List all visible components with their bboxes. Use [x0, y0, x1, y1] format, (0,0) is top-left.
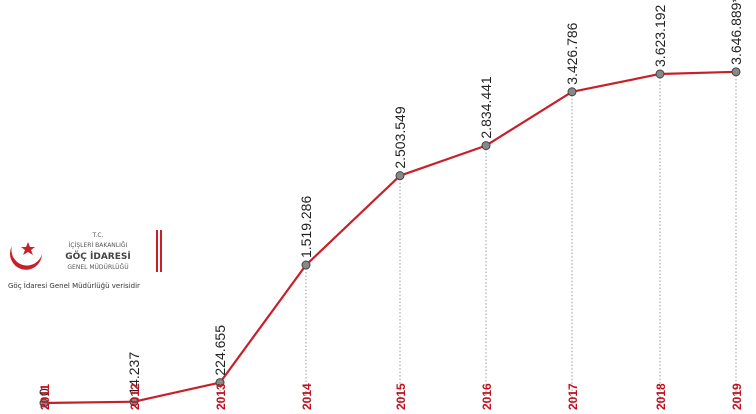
year-label-2015: 2015: [394, 383, 408, 410]
data-markers: [39, 67, 741, 408]
year-label-2018: 2018: [654, 383, 668, 410]
value-label-2018: 3.623.192: [652, 4, 668, 66]
year-label-2016: 2016: [480, 383, 494, 410]
value-label-2012: 14.237: [126, 352, 142, 395]
data-point-2019: [731, 67, 741, 77]
value-label-2014: 1.519.286: [298, 196, 314, 258]
source-note: Göç İdaresi Genel Müdürlüğü verisidir: [8, 281, 140, 290]
data-point-2014: [301, 260, 311, 270]
year-label-2014: 2014: [300, 383, 314, 410]
crescent-star-icon: [10, 242, 42, 270]
data-point-2017: [567, 87, 577, 97]
data-point-2012: [129, 397, 139, 407]
data-point-2015: [395, 171, 405, 181]
logo-general: GENEL MÜDÜRLÜĞÜ: [67, 264, 128, 271]
value-label-2013: 224.655: [212, 325, 228, 376]
goc-idaresi-logo: T.C. İÇİŞLERİ BAKANLIĞI GÖÇ İDARESİ GENE…: [8, 230, 162, 290]
value-label-2016: 2.834.441: [478, 76, 494, 138]
value-label-2011: 0: [36, 388, 52, 396]
data-point-2013: [215, 378, 225, 388]
value-label-2015: 2.503.549: [392, 106, 408, 168]
logo-bar-2: [160, 230, 162, 272]
year-label-2013: 2013: [214, 383, 228, 410]
data-point-2018: [655, 69, 665, 79]
data-point-2011: [39, 398, 49, 408]
value-label-2017: 3.426.786: [564, 22, 580, 84]
year-labels: 2011 2012 2013 2014 2015 2016 2017 2018 2019: [38, 383, 744, 410]
logo-ministry: İÇİŞLERİ BAKANLIĞI: [69, 242, 128, 249]
data-point-2016: [481, 141, 491, 151]
year-label-2011: 2011: [38, 384, 52, 410]
logo-directorate: GÖÇ İDARESİ: [65, 251, 130, 262]
value-label-2019: 3.646.889*: [728, 0, 744, 65]
logo-tc: T.C.: [92, 232, 104, 239]
logo-bar-1: [156, 230, 158, 272]
year-label-2019: 2019: [730, 383, 744, 410]
year-label-2017: 2017: [566, 383, 580, 410]
year-label-2012: 2012: [128, 383, 142, 410]
value-labels: 0 14.237 224.655 1.519.286 2.503.549 2.834.44…: [36, 0, 744, 396]
